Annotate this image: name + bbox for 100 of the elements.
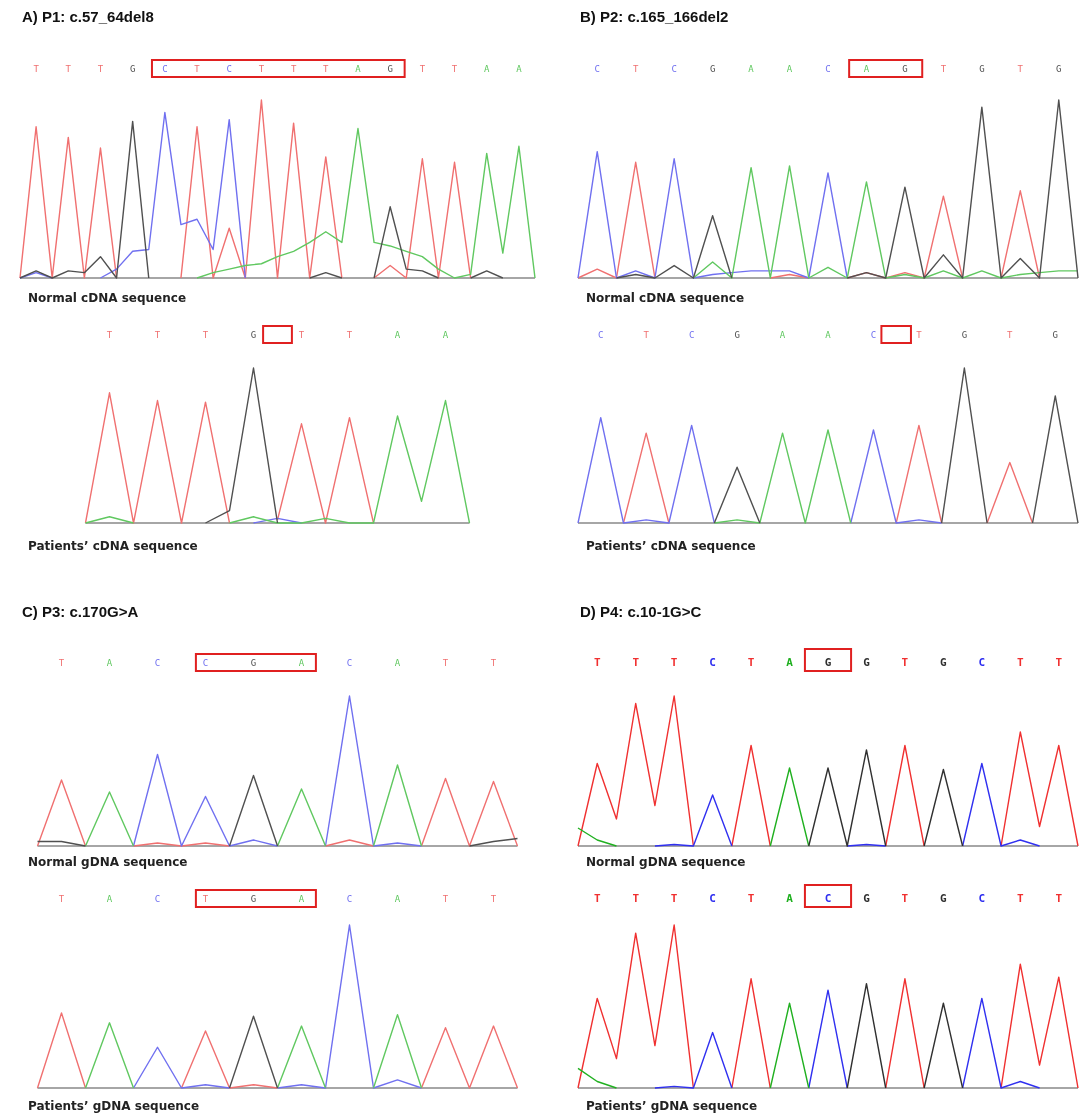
x-tick-label: T [490, 658, 497, 668]
x-axis-title: Normal gDNA sequence [28, 855, 188, 869]
chart-title: B) P2: c.165_166del2 [580, 8, 729, 25]
x-tick-label: C [154, 658, 161, 668]
x-tick-label: C [978, 656, 986, 669]
x-tick-label: T [290, 64, 297, 74]
x-tick-label: G [961, 330, 968, 340]
x-tick-label: T [940, 64, 947, 74]
x-tick-label: A [863, 64, 870, 74]
x-tick-label: A [106, 894, 113, 904]
x-tick-label: C [709, 656, 716, 669]
x-tick-label: A [484, 64, 491, 74]
x-tick-label: T [419, 64, 426, 74]
x-tick-label: G [250, 894, 257, 904]
x-tick-label: A [298, 894, 305, 904]
x-tick-label: T [901, 656, 909, 669]
x-tick-label: T [632, 656, 640, 669]
x-tick-label: T [632, 64, 639, 74]
x-tick-label: A [786, 656, 794, 669]
x-tick-label: T [643, 330, 650, 340]
x-tick-label: T [442, 658, 449, 668]
x-tick-label: T [747, 656, 755, 669]
x-tick-label: C [825, 64, 831, 74]
x-axis-title: Patients’ gDNA sequence [28, 1099, 200, 1113]
x-tick-label: T [154, 330, 161, 340]
x-tick-label: C [671, 64, 677, 74]
x-tick-label: A [298, 658, 305, 668]
x-tick-label: A [394, 330, 401, 340]
x-tick-label: T [323, 64, 330, 74]
x-tick-label: T [670, 656, 678, 669]
chart-title: A) P1: c.57_64del8 [22, 8, 154, 25]
x-tick-label: T [298, 330, 305, 340]
x-tick-label: G [863, 656, 871, 669]
x-tick-label: G [250, 330, 257, 340]
x-tick-label: T [1017, 892, 1024, 905]
x-tick-label: T [58, 894, 65, 904]
x-tick-label: C [598, 330, 604, 340]
x-axis-title: Normal cDNA sequence [586, 291, 745, 305]
x-tick-label: C [594, 64, 600, 74]
x-tick-label: A [516, 64, 523, 74]
x-tick-label: T [747, 892, 755, 905]
x-tick-label: G [1056, 64, 1062, 74]
x-tick-label: T [202, 894, 209, 904]
x-tick-label: T [1017, 656, 1024, 669]
x-tick-label: G [824, 656, 832, 669]
x-axis-title: Normal cDNA sequence [28, 291, 187, 305]
x-tick-label: G [902, 64, 908, 74]
x-tick-label: G [734, 330, 740, 340]
x-tick-label: C [870, 330, 877, 340]
x-tick-label: T [194, 64, 201, 74]
x-tick-label: A [748, 64, 755, 74]
x-tick-label: A [825, 330, 832, 340]
x-tick-label: C [226, 64, 232, 74]
x-tick-label: T [58, 658, 65, 668]
x-tick-label: T [346, 330, 353, 340]
x-tick-label: G [709, 64, 716, 74]
x-tick-label: T [97, 64, 104, 74]
x-tick-label: A [355, 64, 362, 74]
x-tick-label: C [346, 894, 353, 904]
x-tick-label: G [250, 658, 257, 668]
x-tick-label: G [863, 892, 871, 905]
x-tick-label: A [779, 330, 786, 340]
x-tick-label: A [394, 658, 401, 668]
x-tick-label: G [1052, 330, 1058, 340]
x-tick-label: A [786, 64, 793, 74]
x-tick-label: A [394, 894, 401, 904]
x-tick-label: T [442, 894, 449, 904]
x-tick-label: T [1055, 892, 1063, 905]
x-tick-label: T [1007, 330, 1014, 340]
x-axis-title: Normal gDNA sequence [586, 855, 746, 869]
x-tick-label: T [451, 64, 458, 74]
x-tick-label: T [1017, 64, 1024, 74]
x-tick-label: C [162, 64, 168, 74]
x-tick-label: T [593, 892, 601, 905]
x-tick-label: C [688, 330, 695, 340]
x-tick-label: C [709, 892, 716, 905]
x-tick-label: G [387, 64, 393, 74]
x-tick-label: C [346, 658, 353, 668]
x-tick-label: C [824, 892, 832, 905]
chart-title: D) P4: c.10-1G>C [580, 603, 702, 620]
x-tick-label: T [593, 656, 601, 669]
x-axis-title: Patients’ cDNA sequence [28, 539, 198, 553]
x-tick-label: C [202, 658, 209, 668]
x-tick-label: G [979, 64, 985, 74]
x-tick-label: G [129, 64, 136, 74]
x-tick-label: T [33, 64, 40, 74]
x-tick-label: T [1055, 656, 1063, 669]
x-tick-label: T [106, 330, 113, 340]
x-tick-label: C [978, 892, 986, 905]
x-tick-label: G [940, 892, 948, 905]
chart-title: C) P3: c.170G>A [22, 603, 139, 620]
x-tick-label: A [106, 658, 113, 668]
x-tick-label: G [940, 656, 948, 669]
x-tick-label: A [442, 330, 449, 340]
x-tick-label: T [258, 64, 265, 74]
x-tick-label: T [670, 892, 678, 905]
x-tick-label: A [786, 892, 794, 905]
x-tick-label: T [65, 64, 72, 74]
x-tick-label: T [901, 892, 909, 905]
x-tick-label: T [202, 330, 209, 340]
